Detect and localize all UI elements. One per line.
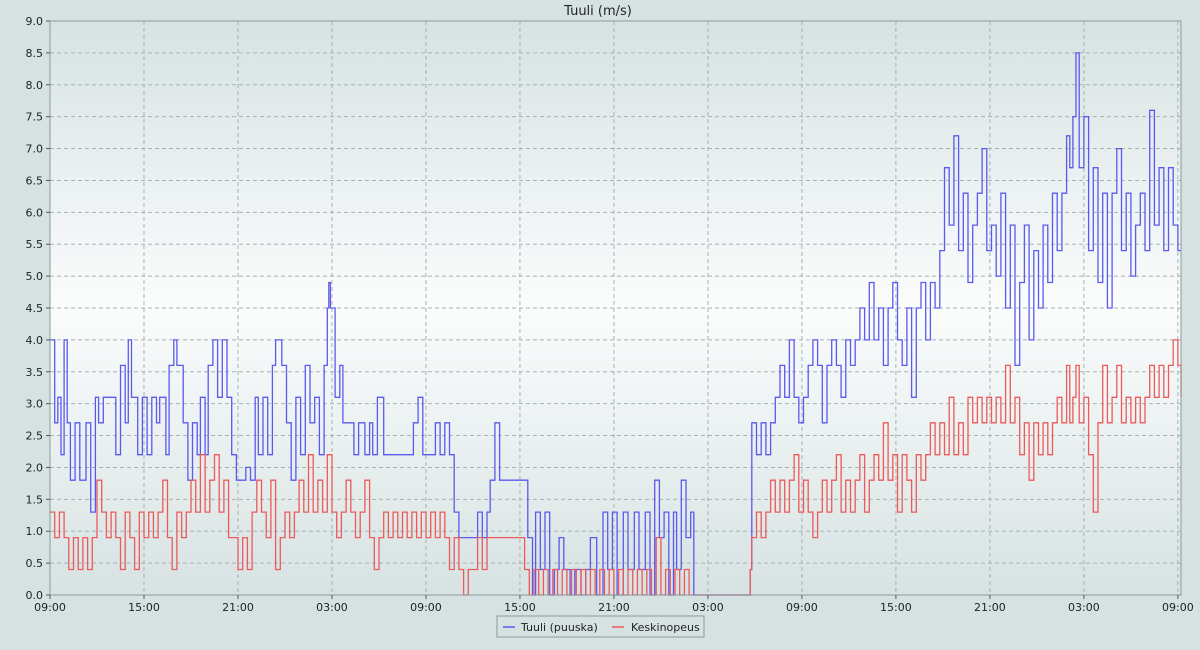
x-tick-label: 15:00 [880,601,912,614]
y-tick-label: 7.5 [26,111,44,124]
x-tick-label: 09:00 [786,601,818,614]
y-tick-label: 7.0 [26,143,44,156]
x-tick-label: 03:00 [316,601,348,614]
y-tick-label: 4.0 [26,334,44,347]
x-tick-label: 21:00 [598,601,630,614]
x-tick-label: 15:00 [128,601,160,614]
y-tick-label: 2.0 [26,461,44,474]
y-tick-label: 0.5 [26,557,44,570]
y-tick-label: 1.5 [26,493,44,506]
series-line-keskinopeus [50,339,1182,596]
x-tick-label: 21:00 [222,601,254,614]
x-tick-label: 03:00 [1068,601,1100,614]
y-tick-label: 4.5 [26,302,44,315]
x-tick-label: 03:00 [692,601,724,614]
x-tick-label: 09:00 [1162,601,1194,614]
chart-title: Tuuli (m/s) [563,4,632,19]
y-tick-label: 3.0 [26,398,44,411]
x-tick-label: 15:00 [504,601,536,614]
y-tick-label: 1.0 [26,525,44,538]
plot-area [50,21,1181,595]
legend: Tuuli (puuska) Keskinopeus [496,615,705,638]
x-tick-label: 09:00 [34,601,66,614]
x-tick-label: 21:00 [974,601,1006,614]
x-tick-label: 09:00 [410,601,442,614]
y-tick-label: 8.5 [26,47,44,60]
y-tick-label: 2.5 [26,430,44,443]
legend-label-tuuli: Tuuli (puuska) [520,621,598,634]
axis-layer: 0.0 0.5 1.0 1.5 2.0 2.5 3.0 3.5 4.0 4.5 5.0 5.5 6.0 6… [26,15,1194,614]
legend-label-keskinopeus: Keskinopeus [631,621,700,634]
y-tick-label: 3.5 [26,366,44,379]
legend-box [496,615,705,638]
y-tick-label: 5.5 [26,238,44,251]
y-tick-label: 0.0 [26,589,44,602]
y-tick-label: 6.5 [26,174,44,187]
y-tick-label: 6.0 [26,206,44,219]
y-tick-label: 5.0 [26,270,44,283]
y-tick-label: 8.0 [26,79,44,92]
y-tick-label: 9.0 [26,15,44,28]
